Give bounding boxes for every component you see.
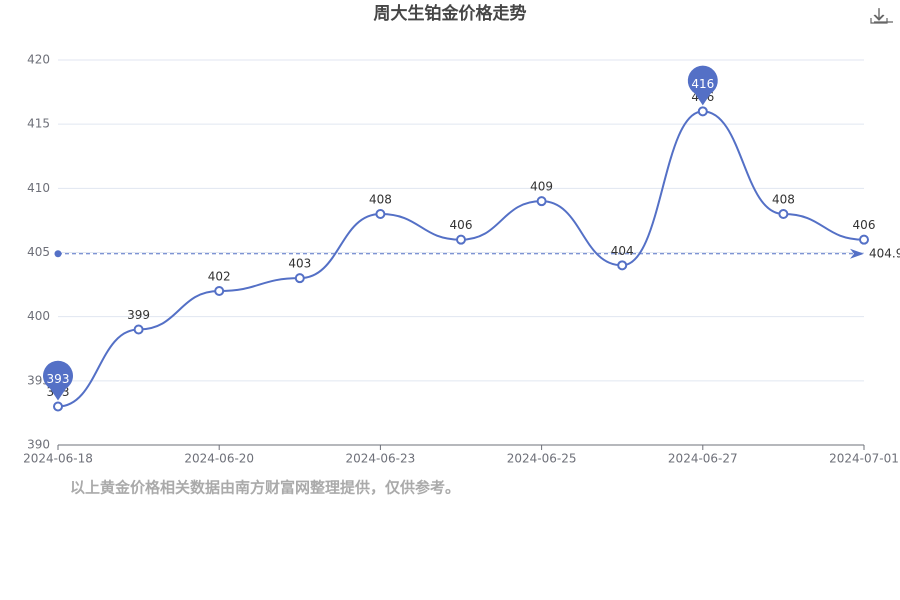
value-label: 402 — [208, 270, 231, 284]
point — [697, 106, 708, 117]
chart-title: 周大生铂金价格走势 — [374, 3, 527, 24]
x-tick-label: 2024-06-27 — [668, 452, 738, 466]
point — [214, 286, 225, 296]
y-tick-label: 415 — [27, 117, 50, 131]
average-start — [54, 250, 62, 258]
y-tick-label: 390 — [27, 438, 50, 452]
point — [536, 196, 547, 207]
line — [57, 110, 865, 408]
min-pin-label: 393 — [47, 372, 70, 386]
max-pin — [687, 65, 718, 106]
point — [617, 260, 628, 271]
point — [294, 273, 305, 284]
value-label: 408 — [369, 193, 392, 207]
point — [375, 209, 386, 219]
download-icon[interactable] — [870, 8, 893, 24]
point — [133, 324, 144, 335]
point — [859, 234, 869, 245]
value-label: 403 — [288, 257, 311, 271]
x-tick-label: 2024-06-25 — [507, 452, 577, 466]
value-label: 406 — [450, 218, 473, 232]
y-tick-label: 410 — [27, 181, 50, 195]
y-tick-label: 420 — [27, 53, 50, 67]
value-label: 399 — [127, 308, 150, 322]
x-tick-label: 2024-06-23 — [346, 452, 416, 466]
value-label: 404 — [611, 244, 634, 258]
download-arrow[interactable] — [873, 9, 893, 23]
average-label: 404.9 — [869, 246, 900, 260]
value-label: 409 — [530, 180, 553, 194]
x-tick-label: 2024-06-18 — [23, 452, 93, 466]
footnote: 以上黄金价格相关数据由南方财富网整理提供，仅供参考。 — [70, 479, 460, 497]
x-tick-label: 2024-06-20 — [184, 452, 254, 466]
x-tick-label: 2024-07-01 — [829, 452, 899, 466]
max-pin-label: 416 — [691, 77, 714, 91]
point — [53, 401, 63, 412]
y-tick-label: 405 — [27, 245, 50, 259]
value-label: 406 — [853, 218, 876, 232]
average-arrow — [850, 248, 864, 259]
point — [778, 209, 789, 219]
value-label: 408 — [772, 193, 795, 207]
y-tick-label: 400 — [27, 309, 50, 323]
point — [456, 234, 466, 245]
min-pin — [43, 360, 73, 401]
download-tray[interactable] — [870, 8, 888, 24]
